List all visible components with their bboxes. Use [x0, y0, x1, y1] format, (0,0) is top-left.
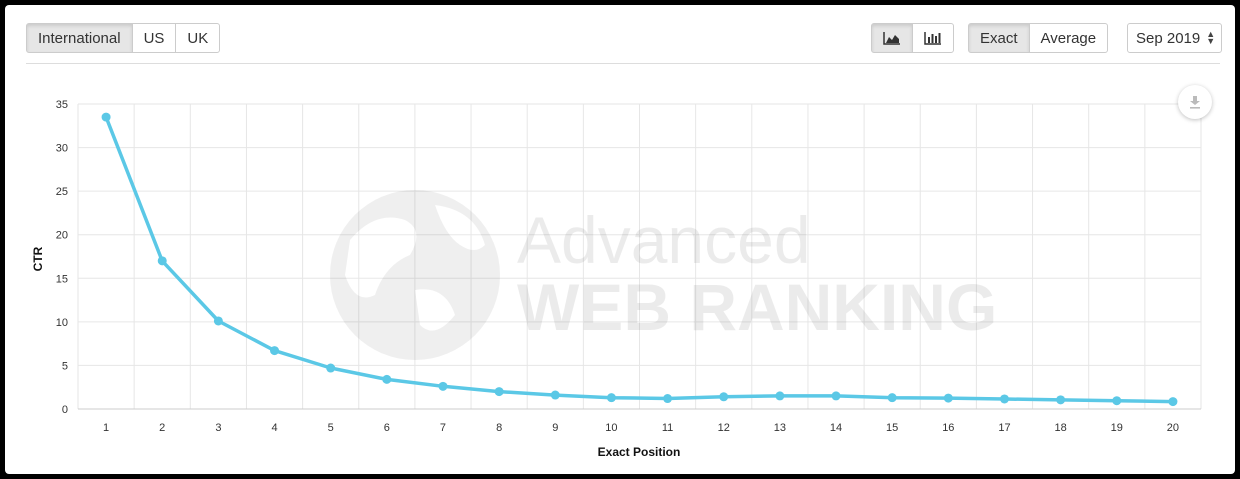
watermark-line1: Advanced — [517, 203, 811, 277]
y-tick-label: 10 — [56, 317, 68, 329]
y-tick-label: 5 — [62, 360, 68, 372]
mode-toggle-group: Exact Average — [968, 23, 1109, 53]
x-tick-label: 1 — [103, 422, 109, 434]
data-point — [943, 393, 953, 403]
data-point — [213, 316, 223, 326]
x-tick-label: 11 — [662, 422, 673, 434]
x-tick-label: 16 — [942, 422, 954, 434]
y-tick-label: 15 — [56, 273, 68, 285]
x-tick-label: 8 — [496, 422, 502, 434]
x-tick-label: 19 — [1111, 422, 1123, 434]
x-tick-label: 17 — [998, 422, 1010, 434]
region-us-button[interactable]: US — [131, 23, 177, 53]
region-international-button[interactable]: International — [26, 23, 133, 53]
x-tick-label: 14 — [830, 422, 842, 434]
series-line — [104, 115, 1175, 404]
bar-chart-button[interactable] — [912, 23, 954, 53]
data-point — [1168, 397, 1178, 407]
data-point — [999, 394, 1009, 404]
date-select[interactable]: Sep 2019 ▲ ▼ — [1127, 23, 1223, 53]
globe-logo-icon — [330, 190, 500, 360]
x-tick-label: 15 — [886, 422, 898, 434]
y-tick-label: 25 — [56, 186, 68, 198]
data-point — [550, 390, 560, 400]
chart-type-toggle-group — [871, 23, 954, 53]
data-point — [101, 112, 111, 122]
data-point — [719, 392, 729, 402]
data-point — [326, 363, 336, 373]
mode-average-button[interactable]: Average — [1028, 23, 1109, 53]
y-tick-label: 35 — [56, 99, 68, 111]
data-point — [775, 391, 785, 401]
x-tick-label: 7 — [440, 422, 446, 434]
data-point — [494, 387, 504, 397]
y-tick-label: 0 — [62, 404, 68, 416]
data-point — [1056, 395, 1066, 405]
x-axis-title: Exact Position — [598, 445, 681, 459]
data-point — [157, 256, 167, 266]
mode-exact-button[interactable]: Exact — [968, 23, 1030, 53]
bar-chart-icon — [924, 32, 941, 45]
data-point — [887, 393, 897, 403]
area-chart-icon — [883, 32, 900, 45]
x-tick-label: 3 — [215, 422, 221, 434]
region-toggle-group: International US UK — [26, 23, 221, 53]
data-point — [663, 394, 673, 404]
x-tick-label: 9 — [552, 422, 558, 434]
data-point — [1112, 396, 1122, 406]
x-tick-label: 18 — [1055, 422, 1067, 434]
region-uk-button[interactable]: UK — [175, 23, 221, 53]
data-point — [382, 374, 392, 384]
download-button[interactable] — [1178, 85, 1212, 119]
x-tick-label: 4 — [271, 422, 277, 434]
x-tick-label: 5 — [328, 422, 334, 434]
x-tick-label: 6 — [384, 422, 390, 434]
y-axis-title: CTR — [31, 246, 45, 271]
x-tick-label: 13 — [774, 422, 786, 434]
download-icon — [1190, 96, 1200, 109]
chart-panel: International US UK Exact Average Sep 20… — [5, 5, 1235, 474]
chart-grid — [77, 103, 1202, 409]
y-tick-label: 30 — [56, 143, 68, 155]
data-point — [270, 346, 280, 356]
date-select-value: Sep 2019 — [1136, 29, 1201, 47]
x-tick-label: 2 — [159, 422, 165, 434]
data-point — [831, 391, 841, 401]
data-point — [438, 381, 448, 391]
y-tick-label: 20 — [56, 230, 68, 242]
series-layer — [101, 112, 1178, 407]
data-point — [606, 393, 616, 403]
x-tick-label: 20 — [1167, 422, 1179, 434]
toolbar-divider — [26, 63, 1220, 64]
sort-arrows-icon: ▲ ▼ — [1206, 29, 1216, 46]
watermark: Advanced WEB RANKING — [330, 190, 997, 360]
x-tick-label: 10 — [605, 422, 617, 434]
watermark-line2: WEB RANKING — [517, 270, 997, 344]
x-tick-label: 12 — [718, 422, 730, 434]
